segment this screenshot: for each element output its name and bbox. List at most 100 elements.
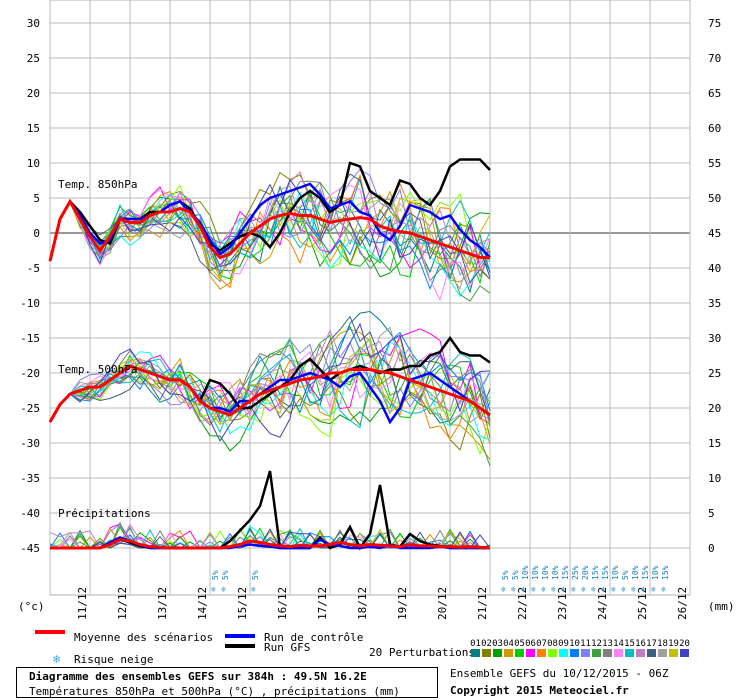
perturbation-number: 20 (679, 639, 690, 649)
control-legend-label: Run de contrôle (264, 631, 363, 644)
snow-risk-label: 15% (591, 565, 600, 580)
perturbation-swatch (493, 649, 502, 657)
snow-risk-icon: ❄ (511, 585, 516, 594)
right-tick-label: 55 (708, 157, 721, 170)
snow-risk-label: 5% (221, 570, 230, 580)
perturbation-number: 11 (580, 639, 591, 649)
snow-risk-icon: ❄ (591, 585, 596, 594)
perturbation-line-15 (49, 352, 491, 434)
snow-risk-label: 10% (651, 565, 660, 580)
snow-risk-icon: ❄ (211, 585, 216, 594)
perturbation-swatch (471, 649, 480, 657)
snow-risk-icon: ❄ (551, 585, 556, 594)
perturbation-swatch (504, 649, 513, 657)
perturbation-swatch (669, 649, 678, 657)
x-date-label: 15/12 (236, 587, 249, 620)
snow-risk-icon: ❄ (561, 585, 566, 594)
perturbations-label: 20 Perturbations (369, 646, 475, 659)
perturbation-line-7 (49, 173, 491, 289)
left-axis-unit: (°c) (18, 600, 45, 613)
perturbation-number: 19 (668, 639, 679, 649)
snow-risk-icon: ❄ (631, 585, 636, 594)
snow-risk-icon: ❄ (621, 585, 626, 594)
snow-risk-label: 5% (511, 570, 520, 580)
perturbation-number: 01 (470, 639, 481, 649)
left-tick-label: 15 (27, 122, 40, 135)
perturbation-number: 12 (591, 639, 602, 649)
panel-label-850: Temp. 850hPa (58, 178, 137, 191)
perturbation-line-6 (49, 328, 491, 425)
snow-risk-label: 15% (661, 565, 670, 580)
right-tick-label: 70 (708, 52, 721, 65)
perturbation-swatch (592, 649, 601, 657)
x-axis-date-labels: 11/12 12/12 13/12 14/12 15/12 16/12 17/12 18/12… (76, 587, 689, 620)
perturbation-number: 10 (569, 639, 580, 649)
left-tick-label: 20 (27, 87, 40, 100)
snow-risk-label: 15% (641, 565, 650, 580)
right-tick-label: 50 (708, 192, 721, 205)
x-date-label: 23/12 (556, 587, 569, 620)
snow-risk-label: 10% (611, 565, 620, 580)
panel-label-500: Temp. 500hPa (58, 363, 137, 376)
snow-legend-label: Risque neige (74, 653, 153, 666)
ensemble-run-label: Ensemble GEFS du 10/12/2015 - 06Z (450, 667, 669, 680)
left-tick-label: -30 (20, 437, 40, 450)
perturbation-swatch (526, 649, 535, 657)
perturbation-swatch (614, 649, 623, 657)
gfs-legend-label: Run GFS (264, 641, 310, 654)
left-tick-label: -10 (20, 297, 40, 310)
right-tick-label: 35 (708, 297, 721, 310)
perturbation-swatch (680, 649, 689, 657)
footer-title-box: Diagramme des ensembles GEFS sur 384h : … (16, 667, 438, 698)
x-date-label: 14/12 (196, 587, 209, 620)
moyenne-des-sc-narios-precip-line (50, 538, 491, 550)
snow-risk-icon: ❄ (651, 585, 656, 594)
snow-risk-icon: ❄ (661, 585, 666, 594)
perturbation-number: 03 (492, 639, 503, 649)
x-date-label: 17/12 (316, 587, 329, 620)
chart-subtitle: Températures 850hPa et 500hPa (°C) , pré… (29, 685, 400, 698)
moyenne-des-sc-narios-t850-line (48, 198, 490, 262)
snow-risk-label: 20% (581, 565, 590, 580)
x-date-label: 26/12 (676, 587, 689, 620)
perturbation-swatch (537, 649, 546, 657)
x-date-label: 21/12 (476, 587, 489, 620)
perturbation-number: 15 (624, 639, 635, 649)
left-tick-label: -5 (27, 262, 40, 275)
perturbation-number: 16 (635, 639, 646, 649)
perturbation-line-11 (49, 168, 491, 273)
perturbation-number: 13 (602, 639, 613, 649)
left-tick-label: -20 (20, 367, 40, 380)
x-date-label: 18/12 (356, 587, 369, 620)
left-axis-ticks: 30 25 20 15 10 5 0 -5 -10 -15 -20 -25 -30 -35 -40 -45 (20, 17, 40, 555)
snow-risk-label: 5% (621, 570, 630, 580)
x-date-label: 11/12 (76, 587, 89, 620)
perturbation-swatch (515, 649, 524, 657)
perturbation-swatch (603, 649, 612, 657)
perturbation-number: 04 (503, 639, 514, 649)
perturbation-swatch (482, 649, 491, 657)
right-tick-label: 0 (708, 542, 715, 555)
right-tick-label: 65 (708, 87, 721, 100)
snow-risk-icon: ❄ (531, 585, 536, 594)
right-tick-label: 40 (708, 262, 721, 275)
left-tick-label: 30 (27, 17, 40, 30)
snow-risk-icon: ❄ (611, 585, 616, 594)
snow-risk-icon: ❄ (221, 585, 226, 594)
perturbation-line-17 (49, 315, 491, 423)
perturbation-number: 17 (646, 639, 657, 649)
right-tick-label: 15 (708, 437, 721, 450)
left-tick-label: -35 (20, 472, 40, 485)
snow-risk-icon: ❄ (251, 585, 256, 594)
snow-risk-label: 10% (531, 565, 540, 580)
x-date-label: 24/12 (596, 587, 609, 620)
left-tick-label: -25 (20, 402, 40, 415)
perturbation-swatch (548, 649, 557, 657)
left-tick-label: 10 (27, 157, 40, 170)
main-series (48, 158, 491, 551)
snow-risk-label: 10% (541, 565, 550, 580)
perturbation-swatch (559, 649, 568, 657)
perturbation-line-2 (49, 350, 491, 451)
